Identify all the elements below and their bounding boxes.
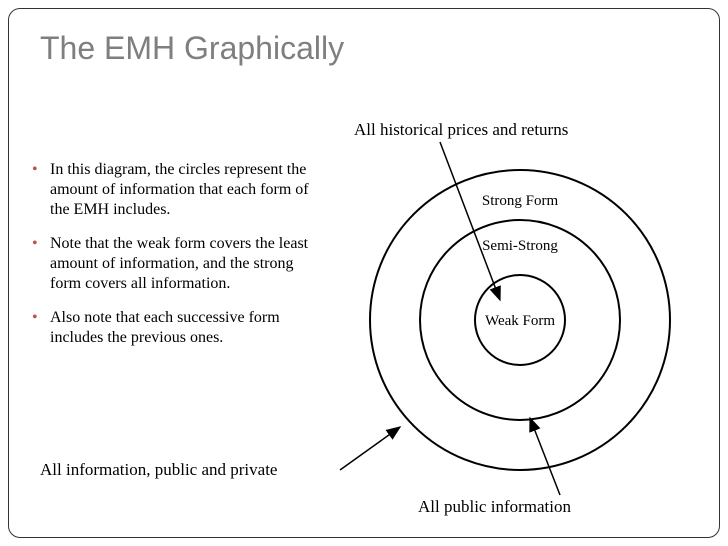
arrow-public bbox=[530, 418, 560, 495]
page-title: The EMH Graphically bbox=[40, 30, 344, 67]
label-strong: Strong Form bbox=[482, 193, 559, 209]
arrow-historical bbox=[440, 142, 500, 300]
label-weak: Weak Form bbox=[485, 313, 555, 329]
list-item: In this diagram, the circles represent t… bbox=[30, 160, 320, 220]
emh-diagram: Strong Form Semi-Strong Weak Form All hi… bbox=[330, 120, 710, 520]
diagram-svg: Strong Form Semi-Strong Weak Form All hi… bbox=[330, 120, 710, 520]
arrow-private bbox=[340, 427, 400, 470]
callout-private: All information, public and private bbox=[40, 460, 277, 479]
list-item: Note that the weak form covers the least… bbox=[30, 234, 320, 294]
callout-public: All public information bbox=[418, 497, 571, 516]
callout-historical: All historical prices and returns bbox=[354, 120, 568, 139]
list-item: Also note that each successive form incl… bbox=[30, 308, 320, 348]
label-semi: Semi-Strong bbox=[482, 238, 558, 254]
bullet-list: In this diagram, the circles represent t… bbox=[30, 160, 320, 362]
